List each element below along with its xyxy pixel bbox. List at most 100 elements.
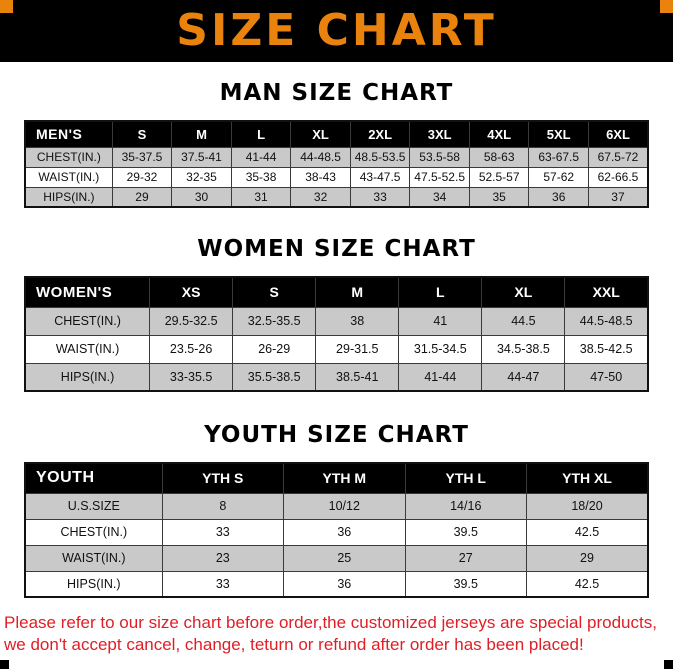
value-cell: 44.5-48.5 — [564, 306, 649, 336]
value-cell: 44-47 — [481, 362, 566, 392]
value-cell: 41-44 — [230, 146, 292, 168]
corner-square-bottom-left — [0, 660, 9, 669]
table-header-row: MEN'S S M L XL 2XL 3XL 4XL 5XL 6XL — [24, 120, 649, 148]
value-cell: 27 — [404, 544, 528, 572]
man-size-table: MEN'S S M L XL 2XL 3XL 4XL 5XL 6XL CHEST(IN.) 35-37… — [24, 120, 649, 208]
page-title: SIZE CHART — [176, 5, 497, 56]
size-column-header: L — [398, 276, 483, 308]
value-cell: 35 — [468, 186, 530, 208]
value-cell: 35.5-38.5 — [232, 362, 317, 392]
value-cell: 33-35.5 — [149, 362, 234, 392]
value-cell: 38 — [315, 306, 400, 336]
disclaimer-line-2: we don't accept cancel, change, teturn o… — [4, 635, 584, 655]
measurement-row: CHEST(IN.) 35-37.5 37.5-41 41-44 44-48.5 48.5… — [24, 146, 649, 168]
banner: SIZE CHART — [0, 0, 673, 62]
size-column-header: 5XL — [528, 120, 589, 148]
measurement-row: U.S.SIZE 8 10/12 14/16 18/20 — [24, 492, 649, 520]
value-cell: 29.5-32.5 — [149, 306, 234, 336]
value-cell: 41 — [398, 306, 483, 336]
youth-size-chart-section: YOUTH SIZE CHART YOUTH YTH S YTH M YTH L YTH… — [0, 420, 673, 598]
size-column-header: 3XL — [409, 120, 470, 148]
value-cell: 57-62 — [528, 166, 589, 188]
measurement-row: WAIST(IN.) 23.5-26 26-29 29-31.5 31.5-34.5 34… — [24, 334, 649, 364]
size-column-header: YTH S — [161, 462, 285, 494]
table-header-row: YOUTH YTH S YTH M YTH L YTH XL — [24, 462, 649, 494]
value-cell: 52.5-57 — [468, 166, 530, 188]
value-cell: 63-67.5 — [528, 146, 589, 168]
value-cell: 23.5-26 — [149, 334, 234, 364]
women-chart-heading: WOMEN SIZE CHART — [197, 236, 476, 262]
value-cell: 32-35 — [171, 166, 232, 188]
value-cell: 44.5 — [481, 306, 566, 336]
measurement-row: HIPS(IN.) 33-35.5 35.5-38.5 38.5-41 41-44 44-… — [24, 362, 649, 392]
row-label: WAIST(IN.) — [24, 544, 163, 572]
size-column-header: YTH L — [404, 462, 528, 494]
value-cell: 41-44 — [398, 362, 483, 392]
value-cell: 35-38 — [230, 166, 292, 188]
value-cell: 38.5-42.5 — [564, 334, 649, 364]
value-cell: 26-29 — [232, 334, 317, 364]
value-cell: 14/16 — [404, 492, 528, 520]
size-column-header: M — [171, 120, 232, 148]
value-cell: 18/20 — [526, 492, 649, 520]
value-cell: 29-32 — [111, 166, 173, 188]
row-label: CHEST(IN.) — [24, 146, 113, 168]
value-cell: 38.5-41 — [315, 362, 400, 392]
value-cell: 30 — [171, 186, 232, 208]
value-cell: 8 — [161, 492, 285, 520]
value-cell: 67.5-72 — [587, 146, 649, 168]
value-cell: 42.5 — [526, 518, 649, 546]
man-size-chart-section: MAN SIZE CHART MEN'S S M L XL 2XL 3XL 4XL 5XL 6XL… — [0, 78, 673, 208]
value-cell: 38-43 — [290, 166, 351, 188]
value-cell: 35-37.5 — [111, 146, 173, 168]
measurement-row: CHEST(IN.) 33 36 39.5 42.5 — [24, 518, 649, 546]
size-column-header: 4XL — [468, 120, 530, 148]
row-label: CHEST(IN.) — [24, 306, 151, 336]
value-cell: 31 — [230, 186, 292, 208]
man-chart-heading: MAN SIZE CHART — [219, 80, 454, 106]
value-cell: 23 — [161, 544, 285, 572]
size-column-header: XXL — [564, 276, 649, 308]
women-size-chart-section: WOMEN SIZE CHART WOMEN'S XS S M L XL XXL CHEST(… — [0, 234, 673, 392]
corner-square-top-left — [0, 0, 13, 13]
disclaimer-line-1: Please refer to our size chart before or… — [4, 613, 657, 632]
value-cell: 31.5-34.5 — [398, 334, 483, 364]
size-column-header: 6XL — [587, 120, 649, 148]
table-title-cell: MEN'S — [24, 120, 113, 148]
size-column-header: YTH XL — [526, 462, 649, 494]
table-title-cell: WOMEN'S — [24, 276, 151, 308]
corner-square-top-right — [660, 0, 673, 13]
youth-size-table: YOUTH YTH S YTH M YTH L YTH XL U.S.SIZE 8 10/12… — [24, 462, 649, 598]
value-cell: 44-48.5 — [290, 146, 351, 168]
value-cell: 29-31.5 — [315, 334, 400, 364]
women-size-table: WOMEN'S XS S M L XL XXL CHEST(IN.) 29.5-32.5 32.5… — [24, 276, 649, 392]
measurement-row: WAIST(IN.) 29-32 32-35 35-38 38-43 43-47.5 47.… — [24, 166, 649, 188]
value-cell: 48.5-53.5 — [349, 146, 411, 168]
size-column-header: XL — [481, 276, 566, 308]
size-column-header: YTH M — [283, 462, 406, 494]
value-cell: 34.5-38.5 — [481, 334, 566, 364]
measurement-row: WAIST(IN.) 23 25 27 29 — [24, 544, 649, 572]
row-label: HIPS(IN.) — [24, 362, 151, 392]
value-cell: 36 — [283, 518, 406, 546]
value-cell: 33 — [161, 518, 285, 546]
value-cell: 10/12 — [283, 492, 406, 520]
disclaimer: Please refer to our size chart before or… — [4, 612, 669, 657]
value-cell: 29 — [526, 544, 649, 572]
value-cell: 58-63 — [468, 146, 530, 168]
value-cell: 25 — [283, 544, 406, 572]
row-label: U.S.SIZE — [24, 492, 163, 520]
size-column-header: L — [230, 120, 292, 148]
corner-square-bottom-right — [664, 660, 673, 669]
value-cell: 33 — [161, 570, 285, 598]
row-label: HIPS(IN.) — [24, 570, 163, 598]
value-cell: 47.5-52.5 — [409, 166, 470, 188]
measurement-row: HIPS(IN.) 33 36 39.5 42.5 — [24, 570, 649, 598]
row-label: HIPS(IN.) — [24, 186, 113, 208]
value-cell: 47-50 — [564, 362, 649, 392]
value-cell: 36 — [283, 570, 406, 598]
value-cell: 43-47.5 — [349, 166, 411, 188]
size-column-header: M — [315, 276, 400, 308]
value-cell: 34 — [409, 186, 470, 208]
